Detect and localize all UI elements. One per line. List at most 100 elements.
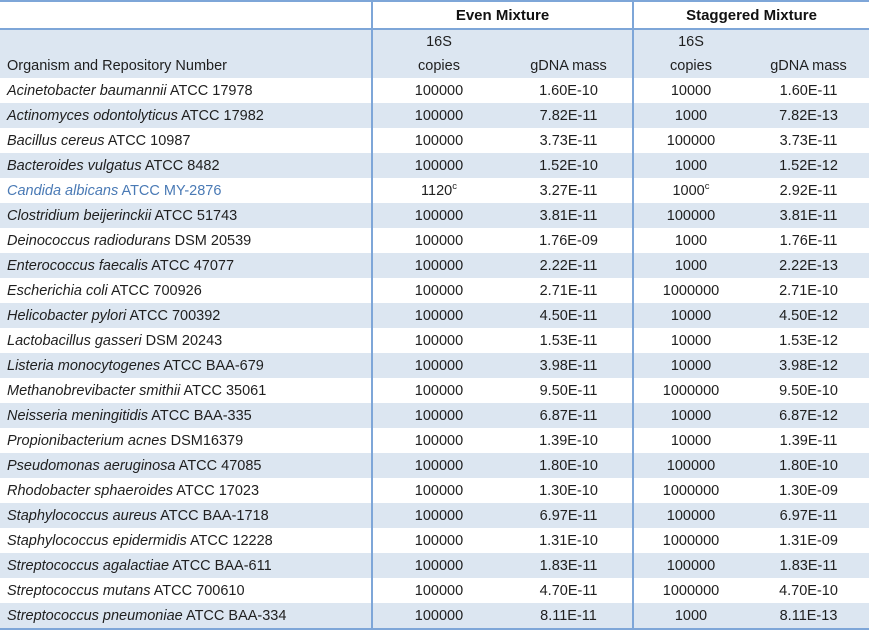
table-row: Candida albicans ATCC MY-2876 1120c 3.27… bbox=[0, 178, 869, 203]
staggered-gdna-mass-cell: 1.31E-09 bbox=[748, 528, 869, 553]
even-16s-copies-cell: 100000 bbox=[371, 528, 505, 553]
even-gdna-mass-cell: 3.73E-11 bbox=[505, 128, 633, 153]
staggered-16s-copies-value: 100000 bbox=[666, 557, 716, 574]
staggered-gdna-mass-cell: 7.82E-13 bbox=[748, 103, 869, 128]
even-16s-copies-value: 100000 bbox=[414, 132, 464, 149]
table-row: Acinetobacter baumannii ATCC 17978 10000… bbox=[0, 78, 869, 103]
staggered-16s-copies-cell: 10000 bbox=[632, 353, 748, 378]
table-row: Methanobrevibacter smithii ATCC 35061 10… bbox=[0, 378, 869, 403]
staggered-16s-copies-value: 1000 bbox=[674, 232, 708, 249]
organism-species-name: Rhodobacter sphaeroides bbox=[7, 482, 174, 499]
even-16s-copies-value: 100000 bbox=[414, 157, 464, 174]
even-16s-copies-value: 100000 bbox=[414, 532, 464, 549]
even-gdna-mass-cell: 4.70E-11 bbox=[505, 578, 633, 603]
even-16s-copies-cell: 100000 bbox=[371, 478, 505, 503]
even-16s-copies-value: 100000 bbox=[414, 82, 464, 99]
table-row: Deinococcus radiodurans DSM 20539 100000… bbox=[0, 228, 869, 253]
staggered-gdna-mass-cell: 1.30E-09 bbox=[748, 478, 869, 503]
footnote-marker: c bbox=[452, 180, 457, 192]
organism-species-name: Helicobacter pylori bbox=[7, 307, 127, 324]
organism-cell: Staphylococcus epidermidis ATCC 12228 bbox=[0, 528, 372, 553]
even-16s-copies-value: 100000 bbox=[414, 257, 464, 274]
even-copies-column-header: copies bbox=[371, 53, 505, 78]
repository-number: DSM 20243 bbox=[145, 332, 223, 349]
staggered-16s-copies-cell: 1000 bbox=[632, 228, 748, 253]
organism-species-name: Bacteroides vulgatus bbox=[7, 157, 142, 174]
staggered-16s-copies-value: 100000 bbox=[666, 507, 716, 524]
organism-cell: Enterococcus faecalis ATCC 47077 bbox=[0, 253, 372, 278]
organism-species-name: Staphylococcus epidermidis bbox=[7, 532, 187, 549]
repository-number: ATCC BAA-611 bbox=[172, 557, 272, 574]
even-16s-copies-value: 100000 bbox=[414, 332, 464, 349]
table-row: Streptococcus mutans ATCC 700610 100000 … bbox=[0, 578, 869, 603]
organism-cell: Propionibacterium acnes DSM16379 bbox=[0, 428, 372, 453]
staggered-16s-copies-value: 10000 bbox=[670, 307, 712, 324]
organism-species-name: Staphylococcus aureus bbox=[7, 507, 157, 524]
staggered-16s-label: 16S bbox=[632, 29, 748, 53]
repository-number: ATCC 8482 bbox=[144, 157, 220, 174]
organism-species-name: Propionibacterium acnes bbox=[7, 432, 167, 449]
table-row: Clostridium beijerinckii ATCC 51743 1000… bbox=[0, 203, 869, 228]
organism-species-name: Enterococcus faecalis bbox=[7, 257, 149, 274]
staggered-gdna-mass-cell: 1.83E-11 bbox=[748, 553, 869, 578]
even-16s-copies-cell: 100000 bbox=[371, 78, 505, 103]
even-gdna-mass-cell: 1.76E-09 bbox=[505, 228, 633, 253]
staggered-gdna-mass-cell: 2.71E-10 bbox=[748, 278, 869, 303]
table-row: Staphylococcus aureus ATCC BAA-1718 1000… bbox=[0, 503, 869, 528]
even-gdna-mass-cell: 4.50E-11 bbox=[505, 303, 633, 328]
staggered-16s-copies-value: 10000 bbox=[670, 332, 712, 349]
organism-species-name: Streptococcus agalactiae bbox=[7, 557, 170, 574]
staggered-16s-copies-cell: 10000 bbox=[632, 78, 748, 103]
staggered-gdna-mass-cell: 3.81E-11 bbox=[748, 203, 869, 228]
table-row: Lactobacillus gasseri DSM 20243 100000 1… bbox=[0, 328, 869, 353]
table-row: Streptococcus agalactiae ATCC BAA-611 10… bbox=[0, 553, 869, 578]
repository-number: ATCC 47077 bbox=[151, 257, 235, 274]
even-16s-copies-cell: 100000 bbox=[371, 503, 505, 528]
even-gdna-mass-cell: 7.82E-11 bbox=[505, 103, 633, 128]
staggered-16s-copies-value: 1000 bbox=[672, 182, 705, 199]
organism-cell: Methanobrevibacter smithii ATCC 35061 bbox=[0, 378, 372, 403]
even-16s-copies-value: 100000 bbox=[414, 307, 464, 324]
repository-number: ATCC MY-2876 bbox=[121, 182, 222, 199]
staggered-16s-copies-cell: 1000000 bbox=[632, 478, 748, 503]
even-16s-copies-value: 1120 bbox=[421, 182, 453, 199]
staggered-16s-copies-cell: 100000 bbox=[632, 553, 748, 578]
even-16s-copies-value: 100000 bbox=[414, 407, 464, 424]
organism-cell: Rhodobacter sphaeroides ATCC 17023 bbox=[0, 478, 372, 503]
repository-number: ATCC 17982 bbox=[181, 107, 264, 124]
even-16s-copies-cell: 100000 bbox=[371, 203, 505, 228]
table-row: Enterococcus faecalis ATCC 47077 100000 … bbox=[0, 253, 869, 278]
even-16s-copies-cell: 100000 bbox=[371, 353, 505, 378]
staggered-16s-copies-cell: 1000 bbox=[632, 603, 748, 629]
repository-number: ATCC 700610 bbox=[153, 582, 245, 599]
even-gdna-mass-cell: 2.22E-11 bbox=[505, 253, 633, 278]
even-16s-copies-cell: 100000 bbox=[371, 278, 505, 303]
organism-species-name: Actinomyces odontolyticus bbox=[7, 107, 178, 124]
staggered-gdna-mass-cell: 8.11E-13 bbox=[748, 603, 869, 629]
even-16s-copies-value: 100000 bbox=[414, 482, 464, 499]
staggered-16s-copies-value: 100000 bbox=[666, 132, 716, 149]
staggered-16s-copies-cell: 100000 bbox=[632, 503, 748, 528]
even-gdna-mass-cell: 3.81E-11 bbox=[505, 203, 633, 228]
staggered-16s-copies-cell: 10000 bbox=[632, 328, 748, 353]
repository-number: DSM16379 bbox=[170, 432, 244, 449]
organism-column-header: Organism and Repository Number bbox=[0, 53, 372, 78]
even-gdna-mass-cell: 1.53E-11 bbox=[505, 328, 633, 353]
even-gdna-mass-cell: 3.27E-11 bbox=[505, 178, 633, 203]
table-row: Actinomyces odontolyticus ATCC 17982 100… bbox=[0, 103, 869, 128]
even-16s-copies-cell: 100000 bbox=[371, 553, 505, 578]
even-gdna-mass-cell: 1.83E-11 bbox=[505, 553, 633, 578]
organism-cell: Listeria monocytogenes ATCC BAA-679 bbox=[0, 353, 372, 378]
even-16s-copies-cell: 100000 bbox=[371, 378, 505, 403]
even-gdna-column-header: gDNA mass bbox=[505, 53, 633, 78]
staggered-gdna-mass-cell: 1.60E-11 bbox=[748, 78, 869, 103]
even-16s-copies-cell: 100000 bbox=[371, 128, 505, 153]
organism-species-name: Methanobrevibacter smithii bbox=[7, 382, 181, 399]
staggered-gdna-mass-cell: 4.70E-10 bbox=[748, 578, 869, 603]
even-16s-copies-cell: 100000 bbox=[371, 428, 505, 453]
table-row: Escherichia coli ATCC 700926 100000 2.71… bbox=[0, 278, 869, 303]
repository-number: ATCC 51743 bbox=[154, 207, 238, 224]
even-16s-copies-cell: 100000 bbox=[371, 103, 505, 128]
table-row: Staphylococcus epidermidis ATCC 12228 10… bbox=[0, 528, 869, 553]
